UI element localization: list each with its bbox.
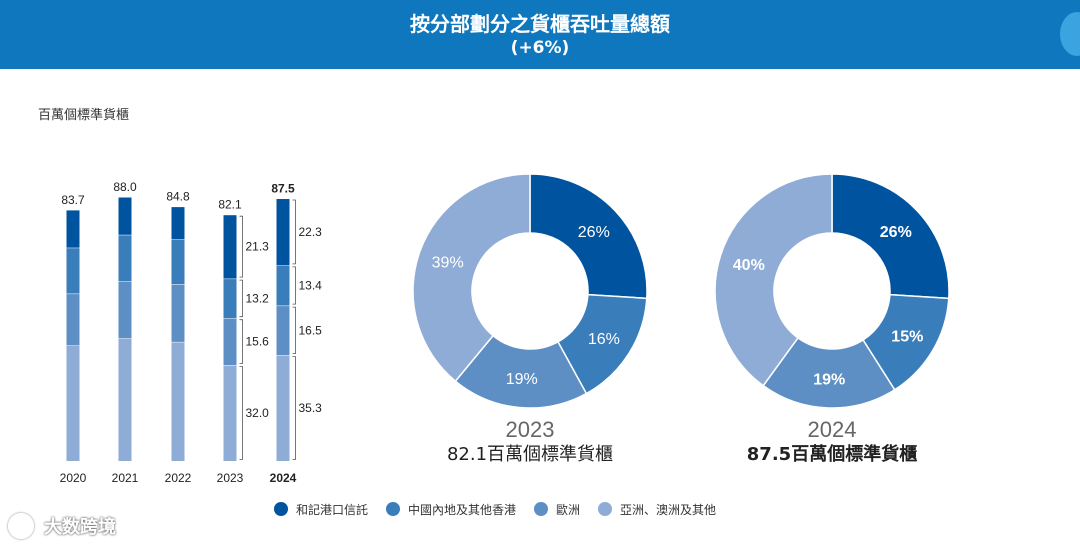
segment-bracket <box>239 215 243 278</box>
segment-value-label: 21.3 <box>246 240 270 254</box>
slice-percent-label: 16% <box>588 331 620 348</box>
header-banner <box>0 0 1080 69</box>
segment-bracket <box>292 266 296 305</box>
bar-segment <box>66 209 80 248</box>
slice-percent-label: 15% <box>891 329 923 346</box>
chart-title: 按分部劃分之貨櫃吞吐量總額 <box>410 12 670 36</box>
bar-total-label: 83.7 <box>61 193 85 207</box>
bar-segment <box>118 338 132 461</box>
slice-percent-label: 19% <box>813 371 845 388</box>
bar-segment <box>66 345 80 461</box>
donut-caption: 82.1百萬個標準貨櫃 <box>447 444 613 465</box>
legend-label: 中國內地及其他香港 <box>408 502 517 517</box>
slice-percent-label: 26% <box>880 224 912 241</box>
bar-total-label: 84.8 <box>166 190 190 204</box>
donut-slice <box>529 173 648 300</box>
x-tick-label: 2023 <box>217 471 244 485</box>
bar-segment <box>171 341 185 461</box>
segment-value-label: 35.3 <box>299 401 323 415</box>
watermark: 大数跨境 <box>8 513 116 539</box>
legend-dot-mainland <box>386 502 401 516</box>
bar-segment <box>118 197 132 235</box>
bar-segment <box>276 265 290 306</box>
donut-slice <box>454 334 588 409</box>
legend-label: 和記港口信託 <box>296 502 369 517</box>
legend-item: 亞洲、澳洲及其他 <box>598 501 716 518</box>
bar-segment <box>276 305 290 356</box>
bar-total-label: 82.1 <box>218 198 242 212</box>
donut-slice <box>412 173 531 383</box>
x-tick-label: 2021 <box>112 471 139 485</box>
watermark-logo-icon <box>8 513 34 539</box>
x-tick-label: 2020 <box>60 471 87 485</box>
segment-bracket <box>239 319 243 364</box>
legend-item: 和記港口信託 <box>274 501 368 518</box>
bar-segment <box>171 206 185 240</box>
segment-bracket <box>239 279 243 318</box>
legend-label: 亞洲、澳洲及其他 <box>620 502 717 517</box>
legend-item: 中國內地及其他香港 <box>386 501 516 518</box>
segment-value-label: 32.0 <box>246 406 270 420</box>
bar-segment <box>66 247 80 294</box>
donut-year-label: 2023 <box>506 417 555 442</box>
side-tab-handle[interactable] <box>1060 12 1080 56</box>
donut-slice <box>762 336 896 409</box>
legend-label: 歐洲 <box>556 502 581 517</box>
donut-year-label: 2024 <box>808 417 857 442</box>
slice-percent-label: 40% <box>733 257 765 274</box>
legend-dot-hpht <box>274 502 288 516</box>
x-tick-label: 2022 <box>165 471 192 485</box>
bar-segment <box>66 293 80 346</box>
bar-segment <box>276 198 290 266</box>
segment-value-label: 22.3 <box>299 225 323 239</box>
bar-total-label: 87.5 <box>271 182 295 196</box>
donut-caption: 87.5百萬個標準貨櫃 <box>747 443 917 465</box>
segment-value-label: 13.2 <box>246 291 270 305</box>
bar-segment <box>223 214 237 279</box>
bar-segment <box>223 318 237 365</box>
segment-bracket <box>292 199 296 265</box>
chart-subtitle: (+6%) <box>510 38 570 58</box>
bar-segment <box>223 365 237 461</box>
segment-value-label: 13.4 <box>299 279 323 293</box>
x-tick-label: 2024 <box>270 471 297 485</box>
bar-total-label: 88.0 <box>113 180 137 194</box>
bar-segment <box>276 355 290 461</box>
legend-dot-asia <box>598 502 613 516</box>
bar-segment <box>223 278 237 319</box>
segment-value-label: 16.5 <box>299 323 323 337</box>
unit-label: 百萬個標準貨櫃 <box>38 108 130 123</box>
bar-segment <box>171 239 185 284</box>
slice-percent-label: 26% <box>578 224 610 241</box>
legend-dot-europe <box>534 502 549 516</box>
watermark-text: 大数跨境 <box>44 517 116 538</box>
bar-segment <box>118 234 132 282</box>
donut-slice <box>831 173 950 300</box>
legend-item: 歐洲 <box>534 501 580 518</box>
donut-slice <box>714 173 833 387</box>
slice-percent-label: 39% <box>432 254 464 271</box>
segment-bracket <box>239 366 243 460</box>
segment-bracket <box>292 356 296 460</box>
bar-segment <box>118 281 132 339</box>
legend: 和記港口信託 中國內地及其他香港 歐洲 亞洲、澳洲及其他 <box>274 499 734 519</box>
segment-bracket <box>292 306 296 354</box>
bar-segment <box>171 284 185 342</box>
slice-percent-label: 19% <box>506 371 538 388</box>
segment-value-label: 15.6 <box>246 335 270 349</box>
